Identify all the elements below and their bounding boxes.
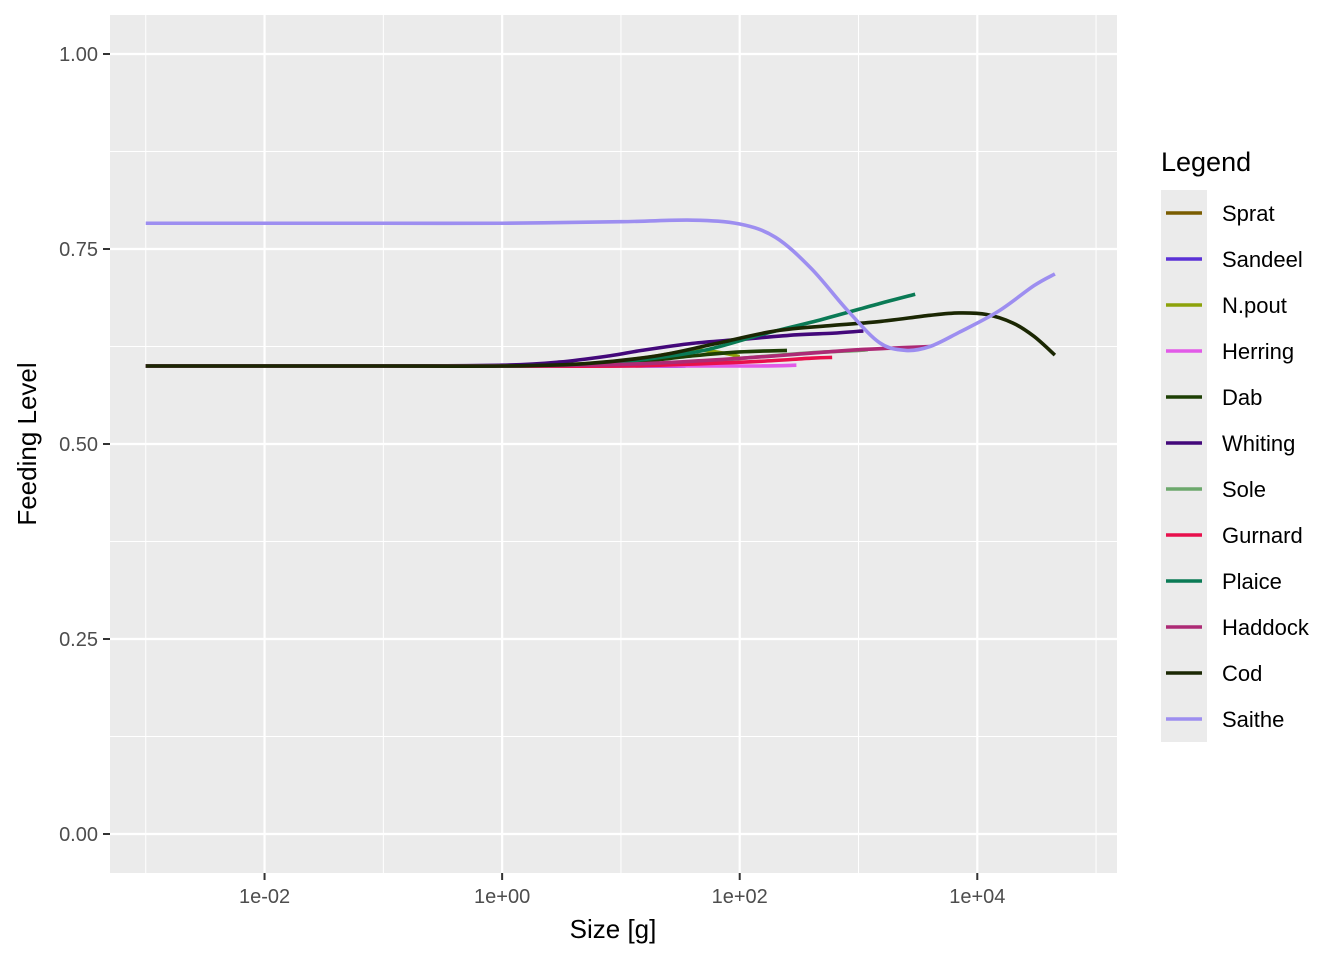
legend-label-haddock: Haddock xyxy=(1222,615,1310,640)
series-line-saithe xyxy=(145,218,1056,353)
legend: Legend Sprat Sandeel N.pout Herring Dab Whiti… xyxy=(1161,147,1310,742)
legend-items: Sprat Sandeel N.pout Herring Dab Whiting Sole G… xyxy=(1166,201,1310,732)
y-axis-title: Feeding Level xyxy=(12,362,42,525)
legend-label-sprat: Sprat xyxy=(1222,201,1275,226)
series-lines xyxy=(145,218,1057,368)
y-axis: 0.00 0.25 0.50 0.75 1.00 xyxy=(59,44,110,846)
x-axis: 1e-02 1e+00 1e+02 1e+04 xyxy=(239,873,1005,908)
legend-label-gurnard: Gurnard xyxy=(1222,523,1303,548)
legend-label-sandeel: Sandeel xyxy=(1222,247,1303,272)
legend-key-background xyxy=(1161,190,1207,742)
x-tick-label: 1e-02 xyxy=(239,886,290,908)
x-axis-title: Size [g] xyxy=(570,914,657,944)
x-tick-label: 1e+04 xyxy=(949,886,1005,908)
legend-label-saithe: Saithe xyxy=(1222,707,1284,732)
legend-label-cod: Cod xyxy=(1222,661,1262,686)
legend-label-herring: Herring xyxy=(1222,339,1294,364)
legend-label-n-pout: N.pout xyxy=(1222,293,1287,318)
legend-label-sole: Sole xyxy=(1222,477,1266,502)
y-tick-label: 0.00 xyxy=(59,824,98,846)
y-tick-label: 0.25 xyxy=(59,629,98,651)
legend-label-dab: Dab xyxy=(1222,385,1262,410)
major-gridlines xyxy=(110,15,1117,873)
legend-label-whiting: Whiting xyxy=(1222,431,1295,456)
legend-label-plaice: Plaice xyxy=(1222,569,1282,594)
y-tick-label: 0.75 xyxy=(59,239,98,261)
x-tick-label: 1e+00 xyxy=(474,886,530,908)
y-tick-label: 1.00 xyxy=(59,44,98,66)
legend-title: Legend xyxy=(1161,147,1251,177)
y-tick-label: 0.50 xyxy=(59,434,98,456)
x-tick-label: 1e+02 xyxy=(712,886,768,908)
